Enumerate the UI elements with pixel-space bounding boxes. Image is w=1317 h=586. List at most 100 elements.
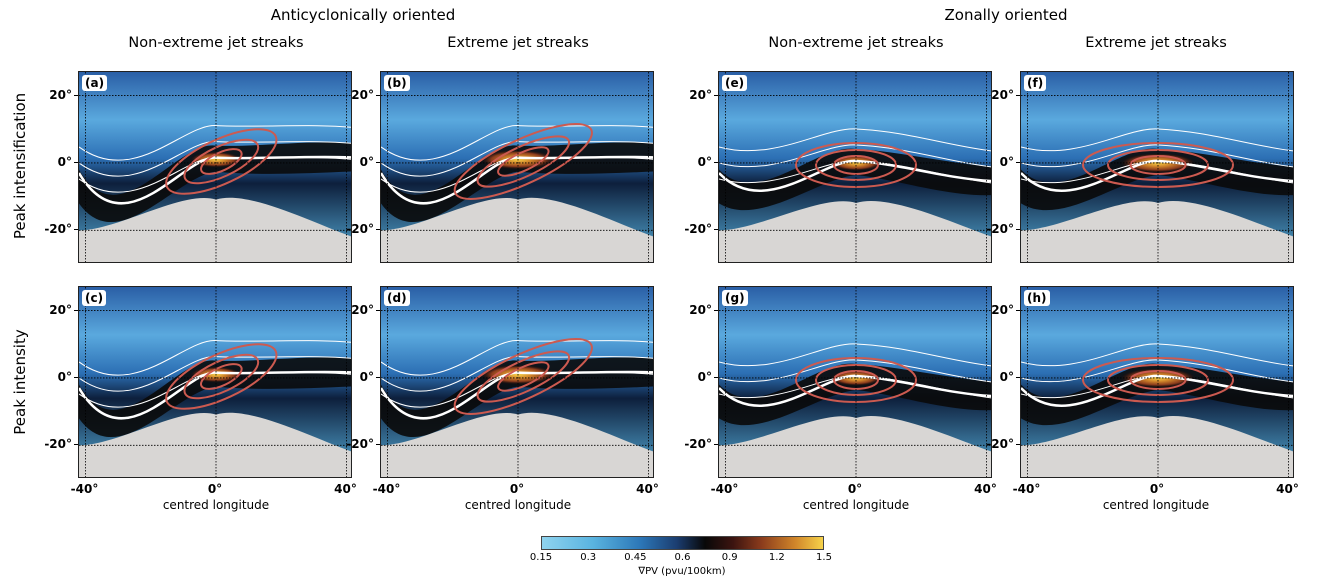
- y-tick-label: 0°: [697, 154, 712, 169]
- y-tick: [1016, 161, 1020, 163]
- x-tick-label: 40°: [1276, 482, 1299, 496]
- land-mask: [719, 201, 991, 262]
- y-tick-label: 20°: [49, 87, 72, 102]
- y-tick-label: -20°: [346, 437, 374, 452]
- contour-thin: [719, 128, 991, 152]
- panel-label: (a): [82, 75, 108, 91]
- contour-thick: [719, 159, 991, 192]
- colorbar-tick-label: 0.6: [674, 552, 691, 563]
- panel-label: (b): [384, 75, 410, 91]
- x-tick-label: -40°: [70, 482, 99, 496]
- isotach-contour: [1107, 148, 1209, 181]
- y-tick: [714, 309, 718, 311]
- x-tick-label: 0°: [1149, 482, 1165, 496]
- panel-label: (g): [722, 290, 748, 306]
- jet-band: [1021, 363, 1293, 426]
- contour-thick: [1021, 374, 1293, 407]
- y-tick: [1016, 94, 1020, 96]
- isotach-contour: [200, 148, 243, 175]
- contour-thick: [719, 374, 991, 407]
- column-title-e: Non-extreme jet streaks: [768, 35, 944, 51]
- column-title-f: Extreme jet streaks: [1085, 35, 1227, 51]
- y-tick: [74, 444, 78, 446]
- x-tick-label: 0°: [207, 482, 223, 496]
- panel-field: [381, 72, 653, 262]
- y-tick: [1016, 444, 1020, 446]
- jet-band: [719, 148, 991, 211]
- panel-field: [1021, 72, 1293, 262]
- isotach-contour: [200, 363, 243, 390]
- panel-field: [79, 287, 351, 477]
- colorbar-tick-label: 0.9: [721, 552, 738, 563]
- y-tick: [74, 94, 78, 96]
- x-tick-label: 40°: [334, 482, 357, 496]
- row-title-peak-intensity: Peak intensity: [11, 329, 29, 435]
- isotach-contour: [1129, 369, 1187, 390]
- isotach-contour: [815, 148, 897, 181]
- y-tick-label: 20°: [49, 302, 72, 317]
- colorbar-tick-label: 1.5: [816, 552, 832, 563]
- column-title-a: Non-extreme jet streaks: [128, 35, 304, 51]
- y-tick: [1016, 309, 1020, 311]
- isotach-contour: [476, 135, 571, 188]
- isotach-contour: [833, 154, 879, 175]
- contour-thin: [1021, 128, 1293, 152]
- y-tick: [74, 161, 78, 163]
- x-axis-title-a: centred longitude: [162, 498, 270, 512]
- contour-thin: [79, 340, 351, 376]
- panel-field: [79, 72, 351, 262]
- panel-field: [381, 287, 653, 477]
- y-tick-label: 20°: [351, 87, 374, 102]
- panel-label: (d): [384, 290, 410, 306]
- jet-band: [381, 142, 653, 222]
- contour-thin: [79, 125, 351, 161]
- isotach-contour: [1129, 154, 1187, 175]
- isotach-contour: [1107, 363, 1209, 396]
- y-tick-label: 20°: [351, 302, 374, 317]
- y-tick-label: 0°: [57, 369, 72, 384]
- isotach-contour: [476, 350, 571, 403]
- x-tick-label: 40°: [974, 482, 997, 496]
- y-tick-label: -20°: [44, 222, 72, 237]
- panel-label: (f): [1024, 75, 1047, 91]
- jet-band: [79, 357, 351, 437]
- y-tick: [714, 161, 718, 163]
- contour-thick: [1021, 159, 1293, 192]
- isotach-contour: [183, 138, 260, 185]
- panel-label: (e): [722, 75, 748, 91]
- group-title-zonal: Zonally oriented: [944, 6, 1068, 24]
- panel-label: (h): [1024, 290, 1050, 306]
- y-tick: [714, 94, 718, 96]
- colorbar-tick-label: 0.15: [529, 552, 553, 563]
- x-tick-label: -40°: [1012, 482, 1041, 496]
- y-tick: [376, 376, 380, 378]
- panel-e: (e): [718, 71, 992, 263]
- y-tick: [376, 444, 380, 446]
- y-tick-label: 20°: [991, 302, 1014, 317]
- y-tick-label: -20°: [346, 222, 374, 237]
- y-tick-label: 0°: [999, 369, 1014, 384]
- isotach-contour: [497, 361, 550, 392]
- x-tick-label: 40°: [636, 482, 659, 496]
- y-tick: [74, 309, 78, 311]
- panel-field: [719, 287, 991, 477]
- y-tick: [74, 229, 78, 231]
- y-tick-label: 0°: [359, 154, 374, 169]
- isotach-contour: [833, 369, 879, 390]
- colorbar: [541, 536, 824, 550]
- y-tick: [376, 309, 380, 311]
- y-tick-label: 20°: [689, 87, 712, 102]
- y-tick-label: -20°: [684, 437, 712, 452]
- y-tick-label: 0°: [697, 369, 712, 384]
- land-mask: [719, 416, 991, 477]
- y-tick: [74, 376, 78, 378]
- isotach-contour: [815, 363, 897, 396]
- contour-thin: [1021, 343, 1293, 367]
- colorbar-title: ∇PV (pvu/100km): [638, 566, 726, 577]
- jet-band: [719, 363, 991, 426]
- land-mask: [1021, 201, 1293, 262]
- colorbar-tick-label: 0.3: [580, 552, 597, 563]
- x-axis-title-e: centred longitude: [802, 498, 910, 512]
- x-tick-label: -40°: [372, 482, 401, 496]
- group-title-anticyclonic: Anticyclonically oriented: [270, 6, 456, 24]
